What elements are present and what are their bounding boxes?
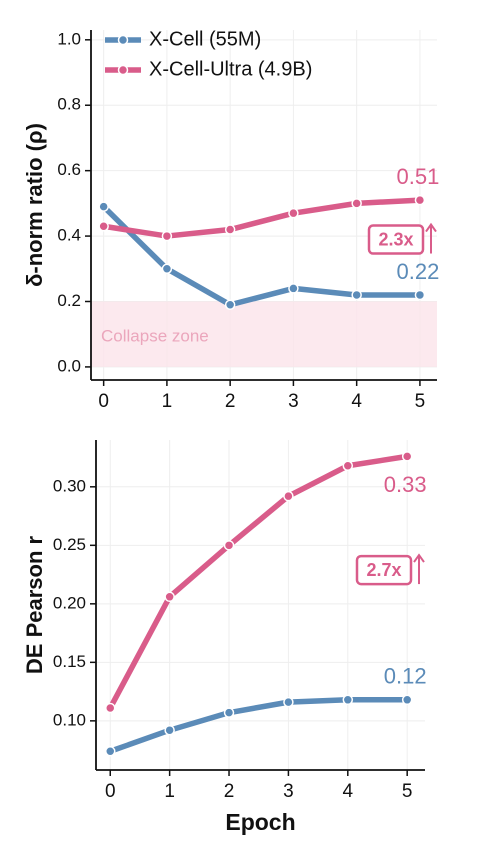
y-tick-label: 0.0 — [57, 356, 81, 375]
x-tick-label: 2 — [225, 391, 236, 412]
x-tick-label: 5 — [402, 781, 413, 802]
series-line — [109, 697, 408, 754]
value-label: 0.51 — [397, 164, 440, 189]
value-label: 0.12 — [384, 664, 427, 689]
y-tick-label: 0.2 — [57, 291, 81, 310]
point — [161, 263, 173, 275]
x-tick-label: 4 — [343, 781, 354, 802]
x-tick-label: 3 — [283, 781, 294, 802]
y-tick-label: 0.10 — [53, 710, 86, 729]
y-tick-label: 0.20 — [53, 593, 86, 612]
point — [401, 694, 413, 706]
x-tick-label: 2 — [224, 781, 235, 802]
x-tick-label: 0 — [98, 391, 109, 412]
x-tick-label: 5 — [415, 391, 426, 412]
annotation-box — [355, 554, 413, 586]
point — [283, 696, 294, 708]
y-tick-label: 0.30 — [53, 476, 86, 495]
point — [105, 746, 116, 757]
point — [164, 591, 175, 603]
point — [283, 490, 294, 502]
legend-marker — [117, 64, 129, 76]
point — [223, 707, 235, 718]
x-tick-label: 0 — [105, 781, 116, 802]
value-label: 0.22 — [397, 259, 440, 284]
point — [98, 201, 109, 212]
point — [342, 460, 354, 471]
x-tick-label: 1 — [162, 391, 173, 412]
series-line — [107, 453, 408, 710]
point — [342, 694, 354, 706]
y-tick-label: 0.8 — [57, 95, 81, 114]
point — [105, 702, 116, 714]
x-tick-label: 1 — [164, 781, 175, 802]
point — [224, 299, 236, 311]
point — [414, 194, 426, 206]
point — [288, 207, 299, 219]
legend-marker — [117, 34, 129, 46]
y-tick-label: 0.15 — [53, 652, 86, 671]
value-label: 0.33 — [384, 472, 427, 497]
annotation-arrowhead — [425, 222, 437, 233]
point — [161, 230, 173, 242]
annotation-box — [367, 224, 425, 255]
point — [401, 451, 413, 462]
point — [98, 221, 109, 232]
annotation: 2.7x — [366, 560, 401, 580]
x-tick-label: 4 — [351, 391, 362, 412]
point — [351, 198, 362, 209]
point — [223, 540, 235, 551]
y-tick-label: 0.25 — [53, 535, 86, 554]
series-line — [101, 204, 420, 308]
series-line — [103, 197, 421, 239]
point — [164, 724, 175, 736]
y-tick-label: 0.4 — [57, 226, 81, 245]
legend-label: X-Cell-Ultra (4.9B) — [149, 58, 312, 80]
y-tick-label: 0.6 — [57, 160, 81, 179]
collapse-zone — [91, 301, 437, 367]
point — [351, 289, 362, 301]
annotation-arrowhead — [413, 553, 425, 563]
zone-label: Collapse zone — [101, 327, 209, 346]
point — [414, 289, 426, 301]
y-axis-label: DE Pearson r — [22, 535, 47, 674]
point — [288, 283, 299, 294]
legend-label: X-Cell (55M) — [149, 28, 261, 50]
y-axis-label: δ-norm ratio (ρ) — [22, 123, 47, 287]
point — [224, 224, 236, 235]
x-tick-label: 3 — [288, 391, 299, 412]
annotation: 2.3x — [378, 229, 413, 249]
x-axis-label: Epoch — [225, 809, 295, 835]
y-tick-label: 1.0 — [57, 29, 81, 48]
